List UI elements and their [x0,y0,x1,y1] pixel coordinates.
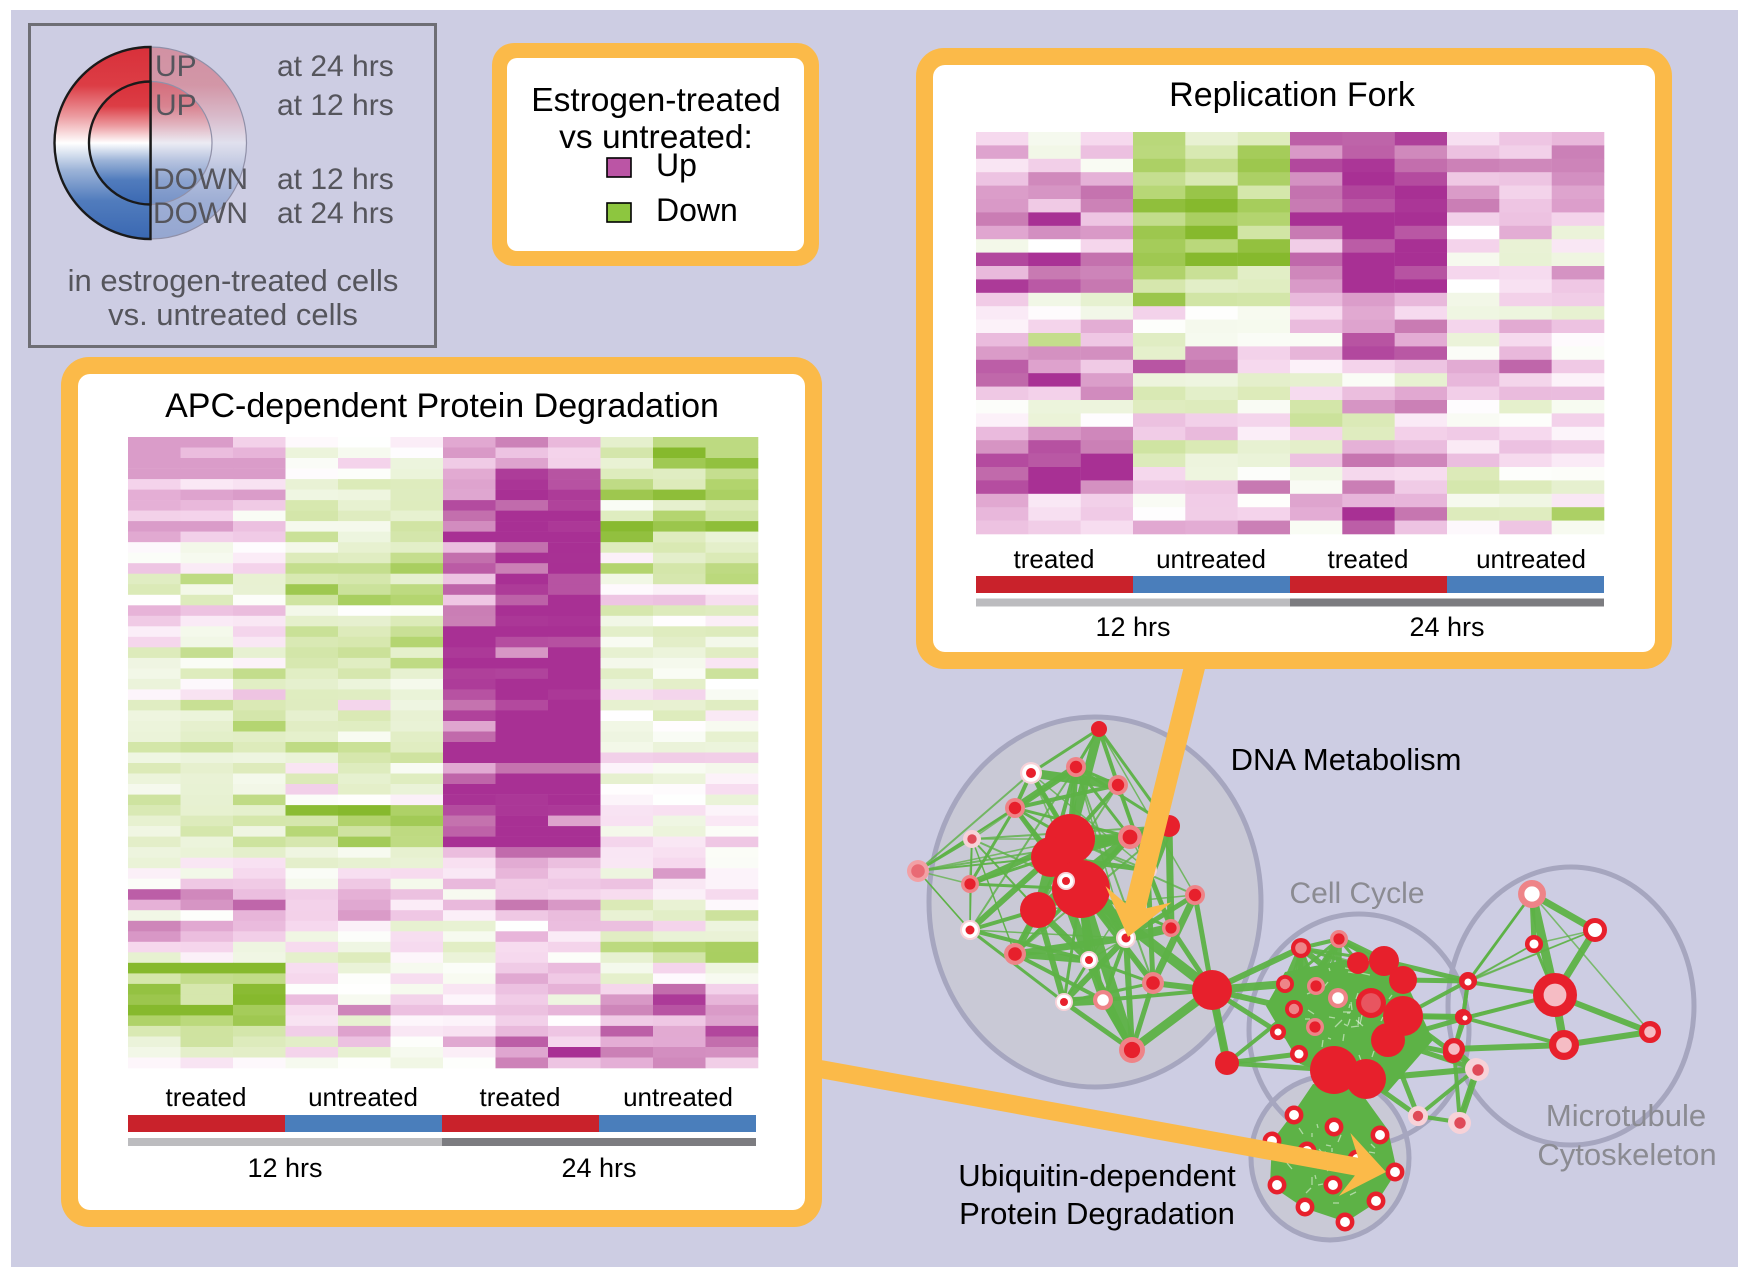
svg-text:Protein Degradation: Protein Degradation [959,1196,1235,1231]
svg-text:at 12 hrs: at 12 hrs [277,89,394,122]
svg-text:Cytoskeleton: Cytoskeleton [1537,1137,1716,1172]
svg-text:at 24 hrs: at 24 hrs [277,50,394,83]
svg-text:untreated: untreated [623,1082,733,1112]
svg-text:Replication Fork: Replication Fork [1169,76,1416,114]
svg-text:12 hrs: 12 hrs [1095,612,1170,642]
svg-text:24 hrs: 24 hrs [1409,612,1484,642]
svg-text:Down: Down [656,192,738,228]
svg-text:APC-dependent Protein Degradat: APC-dependent Protein Degradation [165,387,719,425]
svg-text:treated: treated [480,1082,561,1112]
svg-text:untreated: untreated [1156,544,1266,574]
svg-text:in estrogen-treated cells: in estrogen-treated cells [68,263,399,298]
svg-text:Ubiquitin-dependent: Ubiquitin-dependent [958,1158,1236,1193]
svg-text:treated: treated [166,1082,247,1112]
svg-text:treated: treated [1328,544,1409,574]
svg-text:Microtubule: Microtubule [1546,1098,1706,1133]
svg-text:DOWN: DOWN [153,197,248,230]
svg-text:treated: treated [1014,544,1095,574]
svg-text:UP: UP [155,50,197,83]
svg-text:untreated: untreated [308,1082,418,1112]
svg-text:vs. untreated cells: vs. untreated cells [108,297,358,332]
svg-text:12 hrs: 12 hrs [247,1153,322,1183]
svg-text:untreated: untreated [1476,544,1586,574]
svg-text:Up: Up [656,147,697,183]
svg-text:at 24 hrs: at 24 hrs [277,197,394,230]
svg-text:DNA Metabolism: DNA Metabolism [1231,742,1462,777]
svg-text:DOWN: DOWN [153,163,248,196]
svg-text:at 12 hrs: at 12 hrs [277,163,394,196]
svg-text:UP: UP [155,89,197,122]
svg-text:Cell Cycle: Cell Cycle [1289,877,1424,910]
svg-text:vs untreated:: vs untreated: [559,119,753,156]
svg-text:24 hrs: 24 hrs [561,1153,636,1183]
svg-text:Estrogen-treated: Estrogen-treated [531,82,781,119]
